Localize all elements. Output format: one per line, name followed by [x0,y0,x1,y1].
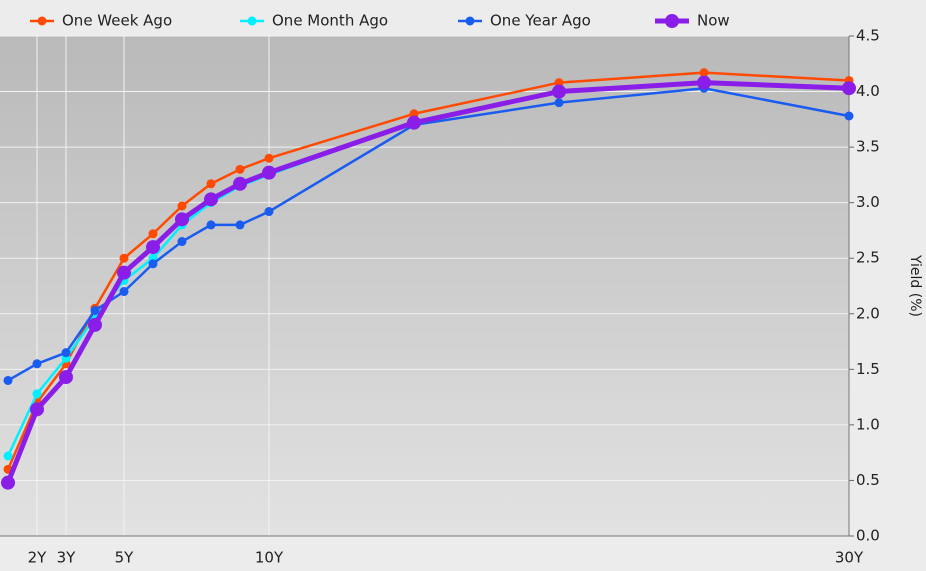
x-tick-label: 30Y [835,549,864,567]
point [3,375,13,385]
y-tick-label: 0.0 [856,527,880,545]
point [235,220,245,230]
y-tick-label: 3.5 [856,138,880,156]
point [30,402,44,417]
point [117,265,131,280]
point [1,475,15,490]
y-axis-label: Yield (%) [907,254,923,317]
point [262,165,276,180]
legend-label: One Month Ago [272,12,388,30]
point [233,176,247,191]
y-tick-label: 2.5 [856,249,880,267]
y-tick-label: 0.5 [856,471,880,489]
point [88,317,102,332]
point [206,220,216,230]
point [177,237,187,247]
y-tick-label: 4.0 [856,82,880,100]
legend-label: Now [697,12,730,30]
point [235,164,245,174]
point [697,75,711,90]
y-tick-label: 1.5 [856,360,880,378]
point [175,212,189,227]
point [264,207,274,217]
legend-marker [247,16,257,26]
point [32,389,42,399]
point [148,229,158,239]
y-tick-label: 2.0 [856,304,880,322]
point [844,111,854,121]
point [206,179,216,189]
point [3,451,13,461]
point [699,68,709,78]
y-tick-label: 1.0 [856,415,880,433]
point [90,305,100,315]
legend-label: One Year Ago [490,12,591,30]
point [554,78,564,88]
legend-marker [37,16,47,26]
x-tick-label: 3Y [57,549,77,567]
point [61,348,71,358]
x-tick-label: 2Y [28,549,48,567]
series-line [7,86,850,382]
point [146,240,160,255]
point [264,153,274,163]
y-tick-label: 4.5 [856,27,880,45]
point [204,192,218,207]
point [409,109,419,119]
series-line [5,80,850,484]
point [119,253,129,263]
legend-marker [665,14,679,28]
point [842,81,856,96]
point [59,370,73,385]
x-tick-label: 10Y [255,549,284,567]
point [148,259,158,269]
point [119,287,129,297]
point [32,359,42,369]
point [407,115,421,130]
series-line [6,71,850,470]
y-tick-label: 3.0 [856,193,880,211]
point [554,98,564,108]
point [177,201,187,211]
x-tick-label: 5Y [115,549,135,567]
legend-marker [465,16,475,26]
point [552,84,566,99]
legend-label: One Week Ago [62,12,172,30]
